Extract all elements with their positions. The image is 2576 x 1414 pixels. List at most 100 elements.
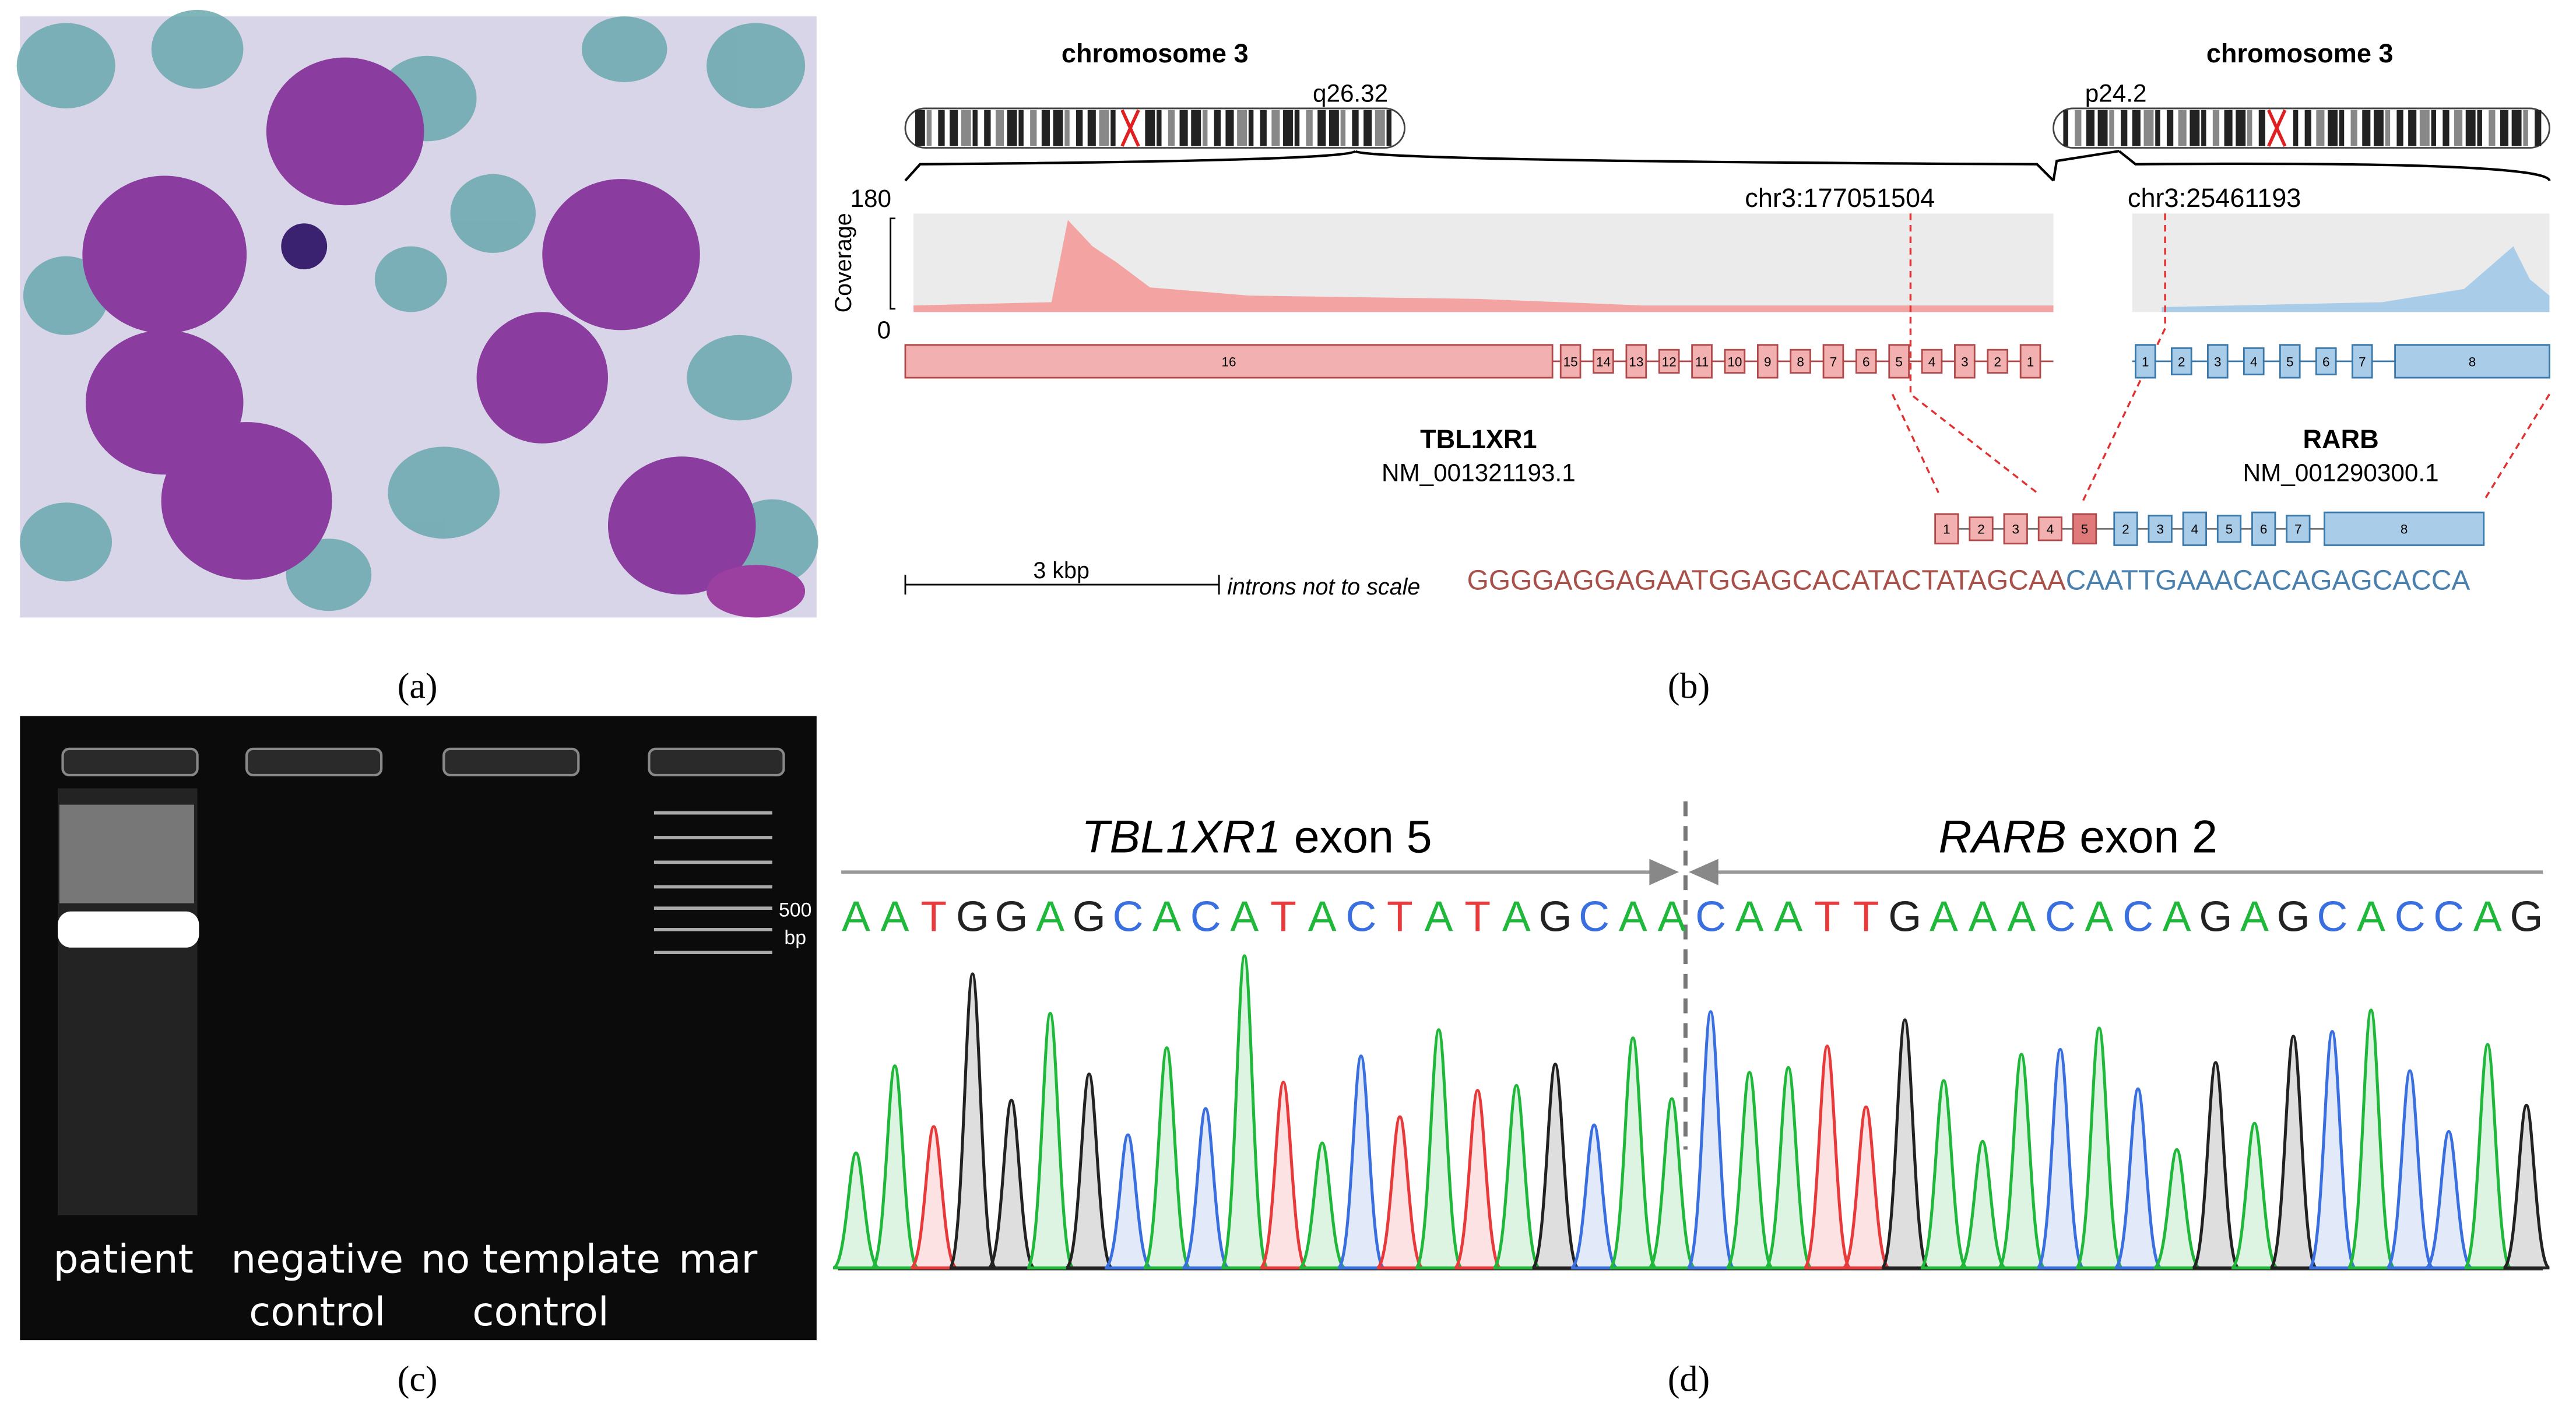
peak — [1686, 1010, 1735, 1269]
peak — [2503, 1103, 2550, 1269]
chromosome-label: chromosome 3 — [1062, 38, 1249, 68]
chromosome-band — [995, 110, 1004, 146]
panel-label: (b) — [1668, 667, 1710, 706]
chromosome-band — [1329, 110, 1339, 146]
chromosome-band — [2419, 110, 2430, 146]
exon — [1724, 349, 1746, 374]
exon-header: RARB exon 2 — [1939, 811, 2218, 862]
sequence-part: CAATTGAAACACAGAGCACCA — [2066, 565, 2470, 596]
peak — [1920, 1079, 1968, 1269]
centromere — [1120, 109, 1140, 147]
chromosome-band — [926, 110, 932, 146]
base-call: C — [1190, 893, 1221, 941]
chromosome-band — [961, 110, 971, 146]
peak — [2191, 1061, 2240, 1269]
peak — [1570, 1123, 1618, 1269]
exon — [1593, 349, 1614, 374]
chromosome-band — [2086, 110, 2094, 146]
exon-number: 2 — [2178, 354, 2185, 369]
exon-number: 8 — [2401, 522, 2408, 537]
chromosome-band — [2304, 110, 2311, 146]
exon — [2003, 513, 2028, 545]
breakpoint-label: chr3:177051504 — [1745, 183, 1935, 213]
exon — [2170, 347, 2192, 375]
peak — [2307, 1029, 2357, 1269]
peak — [1220, 954, 1269, 1269]
peak — [1997, 1053, 2046, 1269]
exon — [1691, 344, 1713, 379]
exon — [2216, 515, 2242, 543]
chromosome-band — [2224, 110, 2233, 146]
base-call: A — [1230, 893, 1259, 941]
exon-number: 4 — [2250, 354, 2258, 369]
base-call: C — [2317, 893, 2347, 941]
chromosome-band — [2143, 110, 2154, 146]
exon-number: 8 — [1797, 354, 1804, 369]
exon — [2037, 516, 2063, 541]
exon-number: 4 — [1928, 354, 1936, 369]
exon-header: TBL1XR1 exon 5 — [1081, 811, 1432, 862]
axis-label: Coverage — [831, 213, 856, 312]
base-call: A — [1308, 893, 1337, 941]
exon-number: 5 — [1895, 354, 1903, 369]
lane-label: no template — [421, 1236, 660, 1282]
exon-number: 15 — [1563, 354, 1578, 369]
peak — [948, 972, 997, 1269]
exon — [1855, 349, 1877, 374]
exon-number: 9 — [1764, 354, 1772, 369]
chromosome-band — [1018, 110, 1024, 146]
exon — [1559, 344, 1582, 379]
exon-number: 12 — [1662, 354, 1677, 369]
base-call: T — [1387, 893, 1413, 941]
peak — [1025, 1011, 1075, 1269]
peak — [2230, 1121, 2279, 1269]
peak — [2036, 1047, 2085, 1269]
axis-max: 180 — [851, 185, 892, 212]
chromosome-band — [2465, 110, 2476, 146]
exon-number: 2 — [1977, 522, 1985, 537]
chromosome-label: chromosome 3 — [2206, 38, 2394, 68]
base-call: T — [1853, 893, 1879, 941]
peak — [1648, 1097, 1696, 1269]
base-call: A — [1502, 893, 1531, 941]
peak — [2114, 1087, 2162, 1269]
chromosome-band — [1225, 110, 1234, 146]
exon-number: 1 — [2027, 354, 2034, 369]
exon-number: 6 — [1862, 354, 1870, 369]
panel-label: (a) — [398, 667, 438, 706]
base-call: G — [1538, 893, 1572, 941]
peak — [2153, 1148, 2201, 1269]
base-call: A — [1152, 893, 1181, 941]
chromosome-band — [2443, 110, 2450, 146]
axis-min: 0 — [877, 316, 891, 343]
chromosome-band — [1041, 110, 1050, 146]
exon — [2315, 347, 2337, 375]
exon-number: 1 — [1943, 522, 1951, 537]
chromosome-band — [2523, 110, 2528, 146]
chromosome-band — [1087, 110, 1096, 146]
centromere — [2267, 109, 2287, 147]
chromosome-band — [2396, 110, 2403, 146]
chromosome-band — [2316, 110, 2325, 146]
chromosome-band — [1340, 110, 1346, 146]
exon-number: 4 — [2191, 522, 2199, 537]
exon — [2113, 511, 2138, 546]
peak — [2463, 1043, 2512, 1269]
exon — [2279, 344, 2301, 379]
exon-number: 13 — [1629, 354, 1643, 369]
base-call: A — [1619, 893, 1647, 941]
lane-label: patient — [53, 1236, 194, 1282]
chromosome-band — [1294, 110, 1300, 146]
chromosome-band — [984, 110, 991, 146]
gene-name: RARB — [1939, 811, 2067, 862]
exon — [2148, 515, 2173, 543]
base-call: T — [1464, 893, 1491, 941]
chromosome-band — [2362, 110, 2371, 146]
exon-number: 5 — [2081, 522, 2089, 537]
exon-number: 4 — [2047, 522, 2054, 537]
sequence-part: GGGGAGGAGAATGGAGCACATACTATAGCAA — [1467, 565, 2066, 596]
lane-label: mar — [679, 1236, 757, 1282]
base-call: G — [995, 893, 1028, 941]
exon-number: 3 — [2156, 522, 2164, 537]
